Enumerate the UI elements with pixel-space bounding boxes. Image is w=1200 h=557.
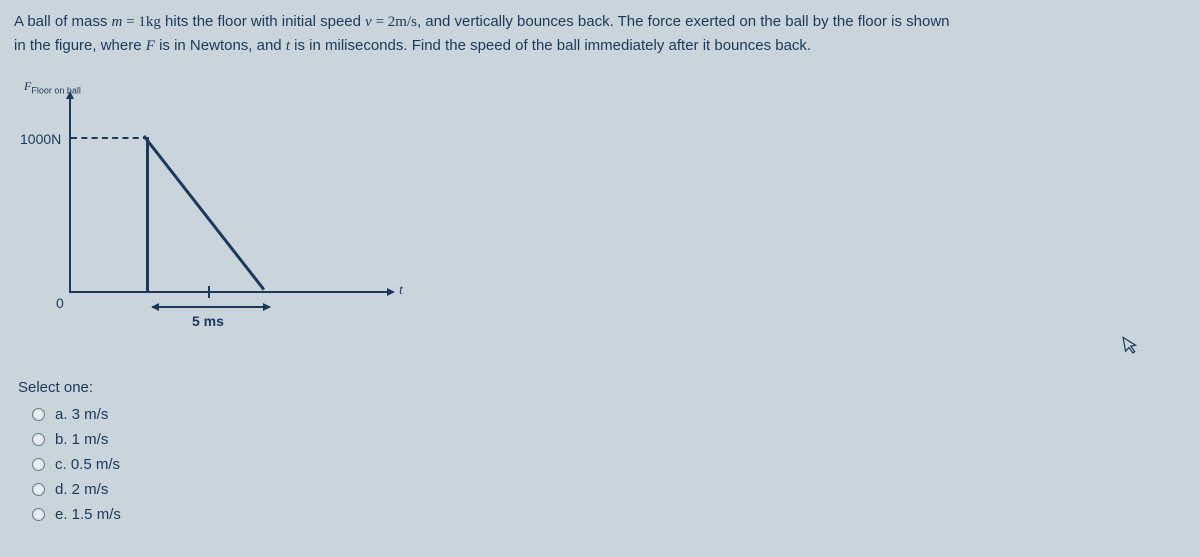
option-a[interactable]: a. 3 m/s [18,402,1186,427]
radio-icon[interactable] [32,508,45,521]
peak-dash-line [71,137,149,139]
y-axis-line [69,97,71,292]
q-line1-pre: A ball of mass [14,13,112,30]
force-time-graph: FFloor on ball t 0 1000N 5 ms [24,81,424,341]
duration-span-label: 5 ms [192,313,224,329]
option-label: e. 1.5 m/s [55,506,121,523]
option-b[interactable]: b. 1 m/s [18,427,1186,452]
duration-span-arrow [152,306,270,308]
x-tick-mark [208,286,210,298]
q-line1-post: , and vertically bounces back. The force… [417,13,950,30]
answer-block: Select one: a. 3 m/s b. 1 m/s c. 0.5 m/s… [18,379,1186,527]
radio-icon[interactable] [32,458,45,471]
option-label: d. 2 m/s [55,481,108,498]
speed-val: 2m/s [388,14,417,30]
option-label: c. 0.5 m/s [55,456,120,473]
question-prompt: A ball of mass m = 1kg hits the floor wi… [14,10,1164,59]
radio-icon[interactable] [32,483,45,496]
q-line2-mid: is in Newtons, and [155,37,286,54]
option-d[interactable]: d. 2 m/s [18,477,1186,502]
x-axis-label: t [399,283,403,299]
origin-label: 0 [56,295,64,311]
q-line2-pre: in the figure, where [14,37,146,54]
option-c[interactable]: c. 0.5 m/s [18,452,1186,477]
speed-eq: = [372,14,388,30]
cursor-icon [1122,334,1142,361]
speed-var: v [365,14,372,30]
x-axis-arrow-icon [387,288,395,296]
q-line2-post: is in miliseconds. Find the speed of the… [290,37,811,54]
mass-eq: = [122,14,138,30]
peak-value-label: 1000N [20,131,61,147]
force-var: F [146,38,155,54]
option-label: b. 1 m/s [55,431,108,448]
mass-var: m [112,14,123,30]
q-line1-mid: hits the floor with initial speed [161,13,365,30]
option-label: a. 3 m/s [55,406,108,423]
mass-val: 1kg [138,14,161,30]
radio-icon[interactable] [32,433,45,446]
select-prompt: Select one: [18,379,1186,396]
radio-icon[interactable] [32,408,45,421]
option-e[interactable]: e. 1.5 m/s [18,502,1186,527]
triangle-fall-line [149,137,269,292]
